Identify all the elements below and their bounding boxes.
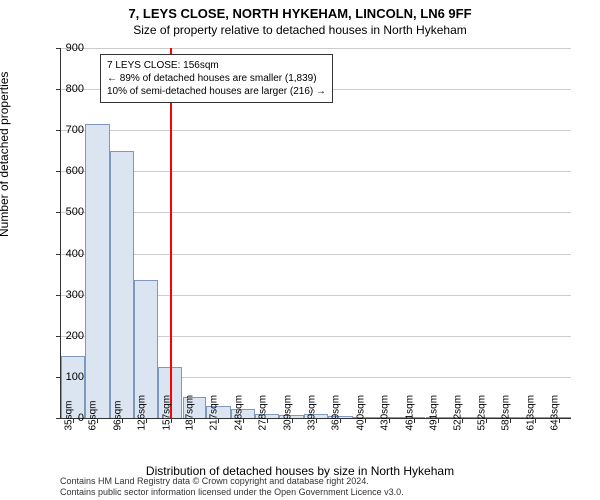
chart-subtitle: Size of property relative to detached ho…: [0, 21, 600, 37]
copyright-line-1: Contains HM Land Registry data © Crown c…: [60, 476, 590, 487]
property-size-chart: 7, LEYS CLOSE, NORTH HYKEHAM, LINCOLN, L…: [0, 0, 600, 500]
ytick-label: 900: [54, 42, 84, 54]
histogram-bar: [85, 124, 110, 418]
property-marker-line: [170, 48, 172, 418]
annotation-line-1: 7 LEYS CLOSE: 156sqm: [107, 59, 326, 72]
annotation-box: 7 LEYS CLOSE: 156sqm ← 89% of detached h…: [100, 54, 333, 103]
y-axis-label: Number of detached properties: [0, 72, 11, 237]
copyright-notice: Contains HM Land Registry data © Crown c…: [60, 476, 590, 498]
copyright-line-2: Contains public sector information licen…: [60, 487, 590, 498]
ytick-label: 600: [54, 165, 84, 177]
ytick-label: 700: [54, 124, 84, 136]
ytick-label: 400: [54, 248, 84, 260]
gridline: [61, 48, 571, 49]
ytick-label: 800: [54, 83, 84, 95]
histogram-bar: [110, 151, 134, 418]
gridline: [61, 171, 571, 172]
plot-area: [60, 48, 571, 419]
gridline: [61, 130, 571, 131]
ytick-label: 200: [54, 330, 84, 342]
ytick-label: 300: [54, 289, 84, 301]
gridline: [61, 212, 571, 213]
gridline: [61, 254, 571, 255]
annotation-line-2: ← 89% of detached houses are smaller (1,…: [107, 72, 326, 85]
annotation-line-3: 10% of semi-detached houses are larger (…: [107, 85, 326, 98]
ytick-label: 500: [54, 206, 84, 218]
chart-title: 7, LEYS CLOSE, NORTH HYKEHAM, LINCOLN, L…: [0, 0, 600, 21]
ytick-label: 100: [54, 371, 84, 383]
